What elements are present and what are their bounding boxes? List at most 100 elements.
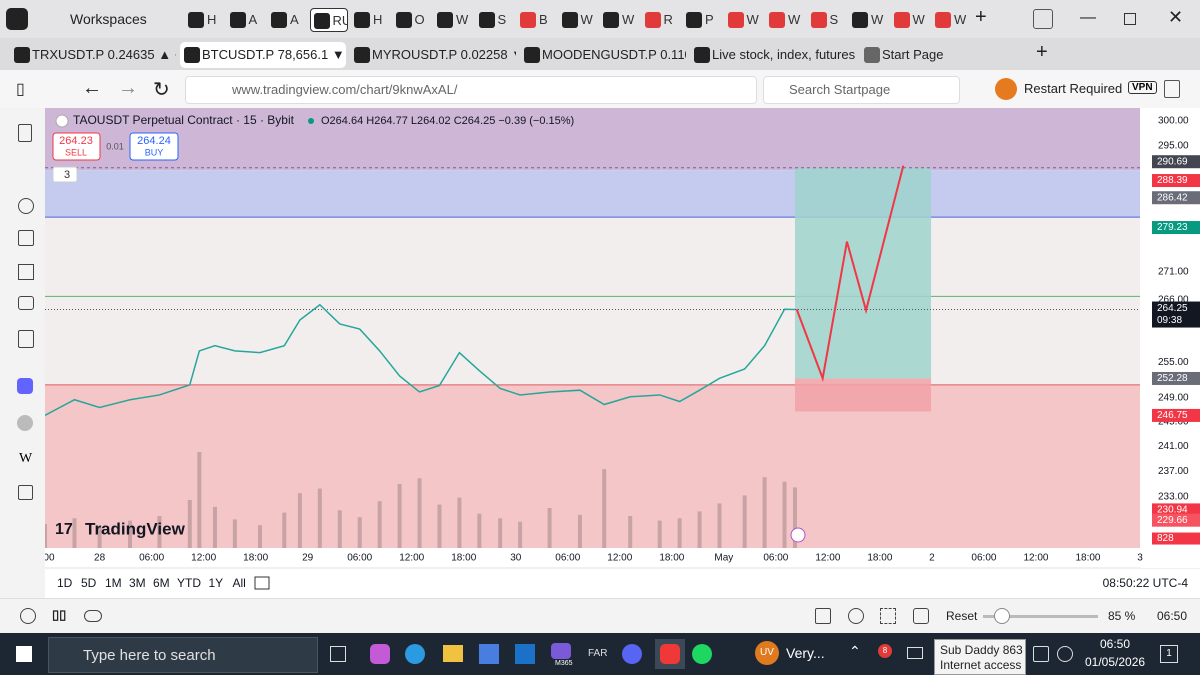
tab[interactable]: MOODENGUSDT.P 0.11036 [520, 42, 686, 68]
address-bar[interactable]: www.tradingview.com/chart/9knwAxAL/ [185, 76, 757, 104]
discord[interactable] [622, 644, 642, 664]
range-button[interactable]: 3M [129, 576, 146, 590]
range-button[interactable]: 1Y [209, 576, 224, 590]
volume[interactable] [1057, 646, 1073, 662]
mini-tab[interactable]: H [185, 8, 223, 32]
restart-icon[interactable] [995, 78, 1017, 100]
vivaldi-logo[interactable] [6, 8, 28, 30]
settings[interactable] [20, 608, 36, 624]
mini-tab[interactable]: P [683, 8, 721, 32]
mini-tab[interactable]: RUN [309, 8, 348, 32]
tiling[interactable]: ▯▯ [52, 607, 67, 622]
mini-tab[interactable]: W [849, 8, 887, 32]
edge[interactable] [405, 644, 425, 664]
far[interactable]: FAR [588, 648, 608, 659]
page-actions[interactable] [913, 608, 929, 624]
mini-tab[interactable]: S [476, 8, 514, 32]
search-box[interactable]: Type here to search [48, 637, 318, 673]
mini-tab[interactable]: S [808, 8, 846, 32]
sync[interactable] [84, 610, 102, 622]
vpn[interactable]: VPN [1128, 81, 1157, 94]
start[interactable] [16, 646, 32, 662]
tray-up[interactable]: ⌃ [849, 643, 861, 659]
copilot[interactable] [370, 644, 390, 664]
range-button[interactable]: 1M [105, 576, 122, 590]
lightning[interactable] [790, 527, 806, 543]
media-title[interactable]: Very... [786, 645, 825, 661]
network[interactable] [1033, 646, 1049, 662]
tab[interactable]: BTCUSDT.P 78,656.1 ▼ −0.0 [180, 42, 346, 68]
profile[interactable] [1164, 80, 1180, 98]
capture[interactable] [815, 608, 831, 624]
tray-date[interactable]: 01/05/2026 [1085, 655, 1146, 669]
tray-icon[interactable] [907, 647, 923, 659]
uv-avatar[interactable]: UV [755, 641, 779, 665]
sell-button[interactable] [52, 132, 101, 161]
translate[interactable] [18, 264, 34, 280]
mini-tab[interactable]: A [227, 8, 265, 32]
camera[interactable] [848, 608, 864, 624]
mini-tab[interactable]: W [600, 8, 638, 32]
panel-toggle[interactable]: ▯ [16, 81, 25, 98]
range-button[interactable]: YTD [177, 576, 201, 590]
outlook[interactable] [515, 644, 535, 664]
tab-menu[interactable] [1033, 9, 1053, 29]
mini-tab[interactable]: B [517, 8, 555, 32]
zoom-handle[interactable] [994, 608, 1010, 624]
workspaces[interactable]: Workspaces [70, 11, 147, 27]
window[interactable] [18, 330, 34, 348]
range-button[interactable]: 5D [81, 576, 97, 590]
tile[interactable] [880, 608, 896, 624]
mini-tab[interactable]: W [932, 8, 970, 32]
mini-tab[interactable]: W [559, 8, 597, 32]
range-button[interactable]: 6M [153, 576, 170, 590]
restart-text[interactable]: Restart Required [1024, 81, 1123, 96]
spotify[interactable] [692, 644, 712, 664]
minimize[interactable]: — [1080, 9, 1096, 26]
reload[interactable]: ↻ [153, 79, 170, 101]
close[interactable]: ✕ [1168, 7, 1184, 27]
back[interactable]: ← [82, 77, 102, 99]
date-range-icon[interactable] [254, 576, 270, 590]
forward[interactable]: → [118, 77, 138, 99]
reading[interactable] [18, 296, 34, 310]
zoom-slider[interactable] [983, 615, 1098, 618]
bookmarks[interactable] [18, 124, 32, 142]
maximize[interactable] [1124, 13, 1136, 25]
add-panel[interactable] [18, 485, 33, 500]
mini-tab[interactable]: W [725, 8, 763, 32]
mini-tab[interactable]: A [268, 8, 306, 32]
mini-tab[interactable]: H [351, 8, 389, 32]
vivaldi-active[interactable] [655, 639, 685, 669]
history[interactable] [18, 198, 34, 214]
search-box[interactable]: Search Startpage [763, 76, 960, 104]
store[interactable] [479, 644, 499, 664]
range-button[interactable]: All [233, 576, 246, 590]
tab[interactable]: Live stock, index, futures, Fo [690, 42, 856, 68]
notes[interactable] [18, 230, 34, 246]
mini-tab[interactable]: W [766, 8, 804, 32]
reset-zoom[interactable]: Reset [946, 609, 978, 623]
mini-tab[interactable]: R [642, 8, 680, 32]
tab[interactable]: TRXUSDT.P 0.24635 ▲ +0.0 [10, 42, 176, 68]
notifications[interactable]: 1 [1160, 645, 1178, 663]
buy-button[interactable] [129, 132, 179, 161]
range-button[interactable]: 1D [57, 576, 73, 590]
indicator-toggle[interactable] [52, 166, 78, 183]
chart-title[interactable]: TAOUSDT Perpetual Contract · 15 · Bybit [73, 113, 295, 127]
tray-badge[interactable]: 8 [878, 644, 892, 658]
m365-icon[interactable] [551, 643, 571, 659]
mini-tab[interactable]: W [434, 8, 472, 32]
mini-tab[interactable]: O [393, 8, 431, 32]
new-tab[interactable]: + [1036, 41, 1048, 63]
mastodon[interactable] [17, 378, 33, 394]
wikipedia[interactable]: W [19, 451, 33, 466]
task-view[interactable] [330, 646, 346, 662]
web-panel[interactable] [17, 415, 33, 431]
new-tab[interactable]: + [975, 6, 987, 28]
mini-tab[interactable]: W [891, 8, 929, 32]
tab[interactable]: Start Page [860, 42, 1026, 68]
tab[interactable]: MYROUSDT.P 0.02258 ▼ − [350, 42, 516, 68]
explorer[interactable] [443, 645, 463, 662]
tray-time[interactable]: 06:50 [1100, 637, 1131, 651]
